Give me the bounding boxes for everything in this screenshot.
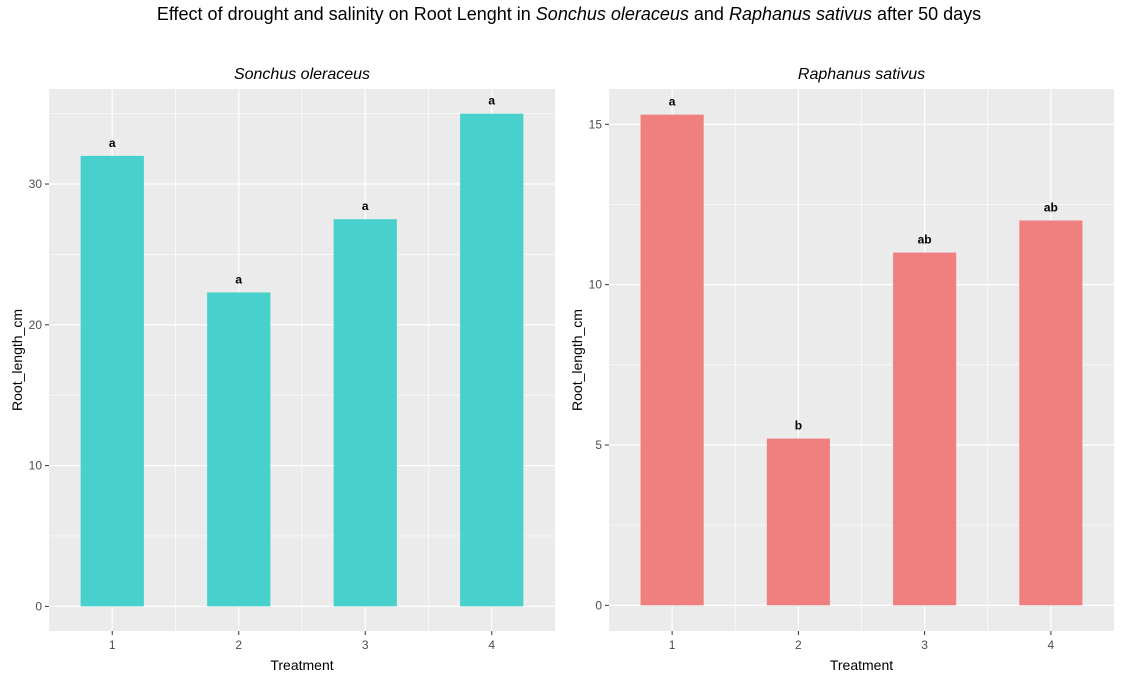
x-tick-label: 4 bbox=[1048, 638, 1055, 652]
bar-treatment-3 bbox=[333, 219, 397, 607]
x-tick-label: 3 bbox=[362, 638, 369, 652]
bar-significance-label: a bbox=[488, 94, 495, 108]
bar-treatment-4 bbox=[460, 113, 524, 607]
main-title-suffix: after 50 days bbox=[872, 4, 982, 24]
main-title-species-2: Raphanus sativus bbox=[728, 4, 873, 24]
x-axis-title: Treatment bbox=[830, 657, 893, 673]
y-tick-label: 10 bbox=[589, 278, 603, 292]
main-title-prefix: Effect of drought and salinity on Root L… bbox=[156, 4, 536, 24]
bar-significance-label: ab bbox=[1044, 200, 1058, 214]
y-tick-label: 20 bbox=[29, 318, 43, 332]
bar-significance-label: a bbox=[109, 136, 116, 150]
x-tick-label: 4 bbox=[488, 638, 495, 652]
y-tick-label: 30 bbox=[29, 177, 43, 191]
y-tick-label: 5 bbox=[595, 438, 602, 452]
y-tick-label: 0 bbox=[35, 599, 42, 613]
bar-significance-label: a bbox=[669, 95, 676, 109]
main-title: Effect of drought and salinity on Root L… bbox=[0, 4, 1138, 25]
y-tick-label: 0 bbox=[595, 598, 602, 612]
main-title-and: and bbox=[688, 4, 729, 24]
x-axis-title: Treatment bbox=[270, 657, 333, 673]
bar-treatment-2 bbox=[766, 438, 830, 606]
bar-significance-label: b bbox=[795, 419, 802, 433]
y-axis-title: Root_length_cm bbox=[569, 309, 585, 411]
y-axis-title: Root_length_cm bbox=[9, 309, 25, 411]
x-tick-label: 2 bbox=[235, 638, 242, 652]
bar-significance-label: ab bbox=[918, 233, 932, 247]
bar-treatment-1 bbox=[640, 114, 704, 606]
bar-treatment-4 bbox=[1019, 220, 1083, 606]
x-tick-label: 3 bbox=[921, 638, 928, 652]
panel-1: a a a a 0 10 20 30 1 2 3 4 Sonchus oleraceus Treatmen… bbox=[9, 66, 555, 673]
x-tick-label: 1 bbox=[669, 638, 676, 652]
bar-significance-label: a bbox=[362, 199, 369, 213]
bar-treatment-1 bbox=[80, 155, 144, 607]
x-tick-label: 1 bbox=[109, 638, 116, 652]
panel-title: Raphanus sativus bbox=[798, 66, 925, 83]
main-title-species-1: Sonchus oleraceus bbox=[535, 4, 689, 24]
panel-title: Sonchus oleraceus bbox=[234, 66, 370, 83]
y-tick-label: 10 bbox=[29, 459, 43, 473]
y-tick-label: 15 bbox=[589, 117, 603, 131]
x-tick-label: 2 bbox=[795, 638, 802, 652]
bar-treatment-3 bbox=[893, 252, 957, 606]
bar-significance-label: a bbox=[235, 272, 242, 286]
bar-treatment-2 bbox=[207, 292, 271, 607]
